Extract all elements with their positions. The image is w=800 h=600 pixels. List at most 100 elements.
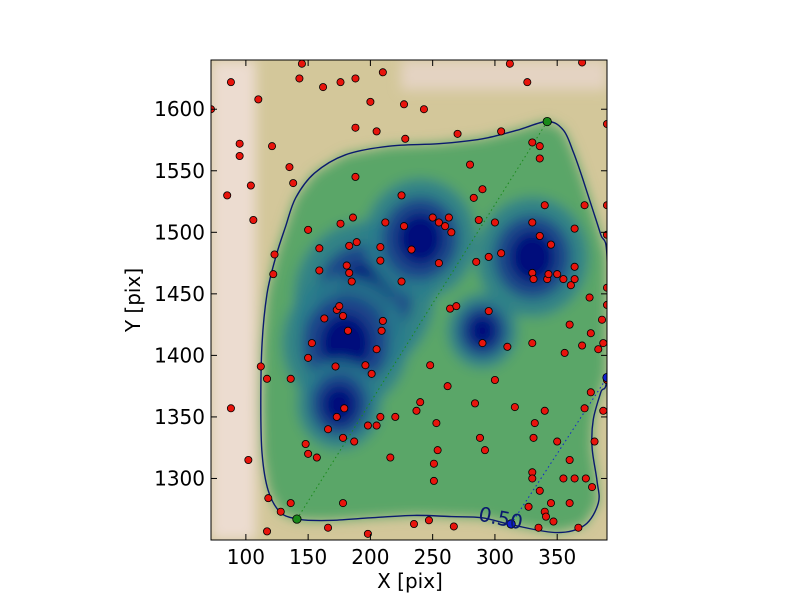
scatter-point xyxy=(338,499,347,508)
scatter-point xyxy=(244,455,253,464)
scatter-point xyxy=(447,228,456,237)
x-tick-label: 250 xyxy=(414,545,452,569)
contour-endpoint xyxy=(506,519,516,529)
scatter-point xyxy=(304,449,313,458)
scatter-point xyxy=(429,459,438,468)
scatter-point xyxy=(449,522,458,531)
scatter-point xyxy=(351,172,360,181)
scatter-point xyxy=(503,342,512,351)
scatter-point xyxy=(409,520,418,529)
scatter-point xyxy=(528,218,537,227)
scatter-point xyxy=(529,433,538,442)
scatter-point xyxy=(475,433,484,442)
density-peak-core xyxy=(320,314,371,372)
scatter-point xyxy=(510,403,519,412)
scatter-point xyxy=(585,293,594,302)
scatter-point xyxy=(312,453,321,462)
scatter-point xyxy=(570,224,579,233)
scatter-point xyxy=(603,230,607,239)
scatter-point xyxy=(235,151,244,160)
x-tick-label: 350 xyxy=(538,545,576,569)
x-tick-label: 150 xyxy=(289,545,327,569)
scatter-point xyxy=(478,339,487,348)
scatter-point xyxy=(490,218,499,227)
scatter-point xyxy=(376,256,385,265)
scatter-point xyxy=(336,78,345,87)
x-axis-label: X [pix] xyxy=(377,569,443,593)
scatter-point xyxy=(372,127,381,136)
scatter-point xyxy=(304,225,313,234)
scatter-point xyxy=(366,97,375,106)
y-tick-label: 1400 xyxy=(154,343,205,367)
scatter-point xyxy=(376,412,385,421)
scatter-point xyxy=(565,320,574,329)
density-peak-core xyxy=(509,231,555,283)
scatter-point xyxy=(363,529,372,538)
scatter-point xyxy=(588,483,597,492)
plot-frame xyxy=(210,59,608,541)
scatter-point xyxy=(480,446,489,455)
x-axis-ticks: 100 150 200 250 300 350 xyxy=(227,60,576,569)
scatter-point xyxy=(351,74,360,83)
scatter-point xyxy=(400,222,409,231)
scatter-point xyxy=(528,339,537,348)
scatter-point xyxy=(590,437,599,446)
scatter-point xyxy=(426,361,435,370)
scatter-point xyxy=(472,257,481,266)
scatter-point xyxy=(335,302,344,311)
scatter-point xyxy=(378,68,387,77)
scatter-point xyxy=(397,191,406,200)
scatter-point xyxy=(540,201,549,210)
scatter-point xyxy=(505,60,514,68)
scatter-point xyxy=(269,270,278,279)
scatter-point xyxy=(559,474,568,483)
scatter-points xyxy=(211,60,607,538)
scatter-point xyxy=(315,266,324,275)
scatter-point xyxy=(324,425,333,434)
scatter-point xyxy=(434,259,443,268)
scatter-point xyxy=(226,404,235,413)
scatter-point xyxy=(351,123,360,132)
scatter-point xyxy=(315,244,324,253)
plot-area: 0.50 xyxy=(211,60,607,540)
density-fringe-top xyxy=(401,60,607,90)
scatter-point xyxy=(540,406,549,415)
scatter-point xyxy=(553,270,562,279)
scatter-point xyxy=(263,374,272,383)
contour-endpoint xyxy=(292,514,302,524)
scatter-point xyxy=(570,275,579,284)
scatter-point xyxy=(276,507,285,516)
density-fringe-left xyxy=(211,60,256,540)
scatter-point xyxy=(559,275,568,284)
scatter-point xyxy=(319,83,328,92)
scatter-point xyxy=(544,270,553,279)
scatter-point xyxy=(570,474,579,483)
scatter-point xyxy=(528,138,537,147)
scatter-point xyxy=(497,249,506,258)
scatter-point xyxy=(397,277,406,286)
density-map xyxy=(211,60,607,540)
y-tick-label: 1550 xyxy=(154,159,205,183)
scatter-point xyxy=(336,219,345,228)
scatter-point xyxy=(586,388,595,397)
y-tick-label: 1500 xyxy=(154,220,205,244)
scatter-point xyxy=(381,218,390,227)
y-axis-ticks: 1300 1350 1400 1450 1500 1550 1600 xyxy=(154,97,607,490)
scatter-point xyxy=(452,302,461,311)
scatter-point xyxy=(528,474,537,483)
scatter-point xyxy=(535,142,544,151)
y-tick-label: 1350 xyxy=(154,405,205,429)
scatter-point xyxy=(469,193,478,202)
scatter-point xyxy=(348,213,357,222)
scatter-point xyxy=(432,419,441,428)
scatter-point xyxy=(297,60,306,68)
scatter-point xyxy=(352,238,361,247)
scatter-point xyxy=(256,362,265,371)
scatter-point xyxy=(535,154,544,163)
scatter-point xyxy=(307,339,316,348)
scatter-point xyxy=(603,283,607,292)
scatter-point xyxy=(332,412,341,421)
scatter-point xyxy=(549,517,558,526)
scatter-point xyxy=(535,486,544,495)
scatter-point xyxy=(566,281,575,290)
